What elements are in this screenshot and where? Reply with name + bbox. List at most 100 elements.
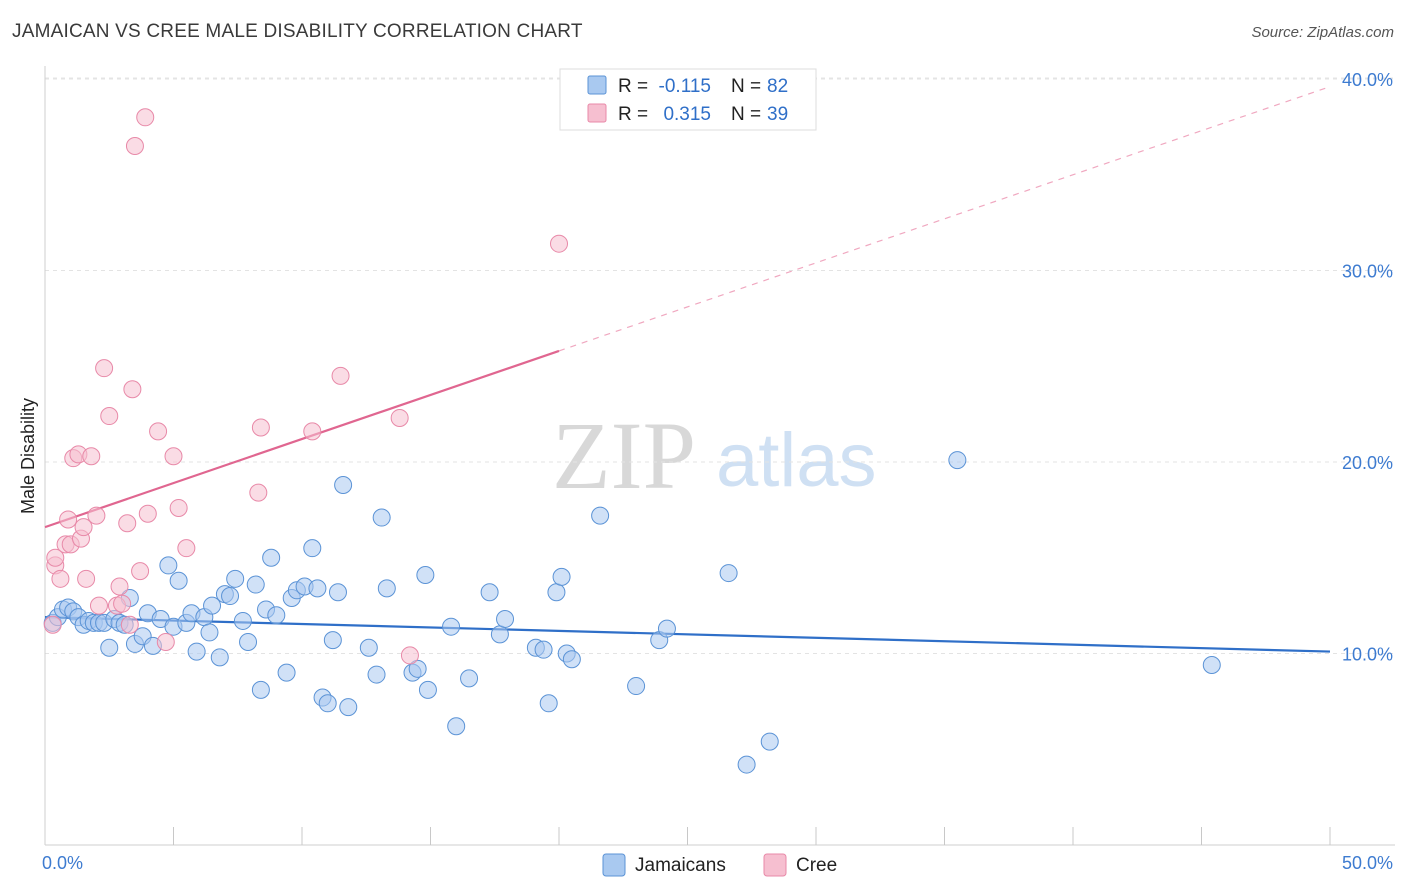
- scatter-point: [323, 631, 342, 650]
- scatter-point: [496, 610, 515, 629]
- trendline-solid: [44, 616, 1331, 653]
- trendline-extension: [558, 86, 1331, 352]
- scatter-point: [267, 606, 286, 625]
- trendline-solid: [44, 349, 560, 529]
- scatter-point: [74, 518, 93, 537]
- scatter-point: [480, 583, 499, 602]
- legend-swatch-cree: [587, 103, 607, 123]
- scatter-point: [408, 659, 427, 678]
- scatter-point: [377, 579, 396, 598]
- scatter-point: [87, 506, 106, 525]
- scatter-point: [159, 556, 178, 575]
- scatter-point: [169, 571, 188, 590]
- scatter-point: [948, 451, 967, 470]
- scatter-point: [123, 380, 142, 399]
- scatter-point: [657, 619, 676, 638]
- scatter-point: [89, 596, 108, 615]
- scatter-point: [318, 694, 337, 713]
- scatter-point: [77, 569, 96, 588]
- scatter-point: [418, 680, 437, 699]
- y-tick-label: 20.0%: [1342, 453, 1393, 473]
- scatter-point: [113, 594, 132, 613]
- legend-r-label-cree: R =: [618, 104, 648, 125]
- scatter-point: [591, 506, 610, 525]
- scatter-point: [100, 638, 119, 657]
- scatter-point: [539, 694, 558, 713]
- legend-n-value-jamaicans: 82: [767, 76, 788, 97]
- legend-n-value-cree: 39: [767, 104, 788, 125]
- scatter-point: [59, 510, 78, 529]
- y-axis-title: Male Disability: [18, 398, 38, 514]
- scatter-point: [308, 579, 327, 598]
- scatter-point: [547, 583, 566, 602]
- scatter-point: [82, 447, 101, 466]
- legend-swatch-jamaicans: [587, 75, 607, 95]
- scatter-point: [416, 565, 435, 584]
- scatter-point: [118, 514, 137, 533]
- scatter-point: [719, 564, 738, 583]
- scatter-point: [51, 569, 70, 588]
- scatter-point: [447, 717, 466, 736]
- scatter-point: [550, 234, 568, 253]
- scatter-point: [233, 611, 252, 630]
- bottom-legend-swatch-jamaicans: [602, 853, 626, 877]
- scatter-point: [490, 625, 509, 644]
- scatter-point: [136, 108, 155, 127]
- scatter-point: [339, 698, 358, 717]
- scatter-point: [169, 498, 188, 517]
- legend-r-value-cree: 0.315: [663, 104, 711, 125]
- scatter-point: [149, 422, 168, 441]
- legend-box: R = -0.115 N = 82 R = 0.315 N = 39: [559, 68, 817, 131]
- scatter-point: [100, 407, 119, 426]
- scatter-point: [239, 633, 258, 652]
- scatter-point: [359, 638, 378, 657]
- scatter-point: [1202, 655, 1221, 674]
- scatter-point: [760, 732, 779, 751]
- legend-n-label-cree: N =: [731, 104, 761, 125]
- scatter-point: [246, 575, 265, 594]
- bottom-legend: Jamaicans Cree: [602, 853, 837, 877]
- scatter-point: [303, 422, 322, 441]
- legend-r-label-jamaicans: R =: [618, 76, 648, 97]
- scatter-point: [249, 483, 268, 502]
- scatter-point: [200, 623, 219, 642]
- trendlines: [44, 86, 1331, 653]
- scatter-point: [442, 617, 461, 636]
- y-tick-label: 10.0%: [1342, 645, 1393, 665]
- scatter-point: [627, 677, 646, 696]
- bottom-legend-swatch-cree: [763, 853, 787, 877]
- legend-n-label-jamaicans: N =: [731, 76, 761, 97]
- scatter-point: [328, 583, 347, 602]
- scatter-point: [125, 137, 144, 156]
- legend-r-value-jamaicans: -0.115: [659, 76, 711, 97]
- scatter-point: [251, 418, 270, 437]
- y-tick-label: 40.0%: [1342, 70, 1393, 90]
- scatter-point: [210, 648, 229, 667]
- scatter-point: [262, 548, 281, 567]
- scatter-point: [120, 615, 139, 634]
- scatter-point: [251, 680, 270, 699]
- scatter-point: [334, 475, 353, 494]
- scatter-point: [164, 447, 183, 466]
- scatter-point: [372, 508, 391, 527]
- scatter-point: [534, 640, 553, 659]
- source-label: Source: ZipAtlas.com: [1251, 24, 1394, 41]
- scatter-point: [390, 408, 409, 427]
- scatter-point: [110, 577, 129, 596]
- scatter-point: [43, 615, 62, 634]
- scatter-point: [400, 646, 419, 665]
- scatter-point: [95, 359, 114, 378]
- watermark-zip-text: ZIP: [552, 402, 696, 509]
- chart-title: JAMAICAN VS CREE MALE DISABILITY CORRELA…: [12, 21, 583, 42]
- scatter-point: [226, 569, 245, 588]
- scatter-point: [460, 669, 479, 688]
- x-tick-min: 0.0%: [42, 853, 83, 873]
- scatter-point: [177, 539, 196, 558]
- scatter-point: [46, 548, 65, 567]
- scatter-point: [331, 366, 350, 385]
- y-tick-label: 30.0%: [1342, 262, 1393, 282]
- scatter-point: [221, 587, 240, 606]
- scatter-point: [552, 567, 571, 586]
- scatter-point: [367, 665, 386, 684]
